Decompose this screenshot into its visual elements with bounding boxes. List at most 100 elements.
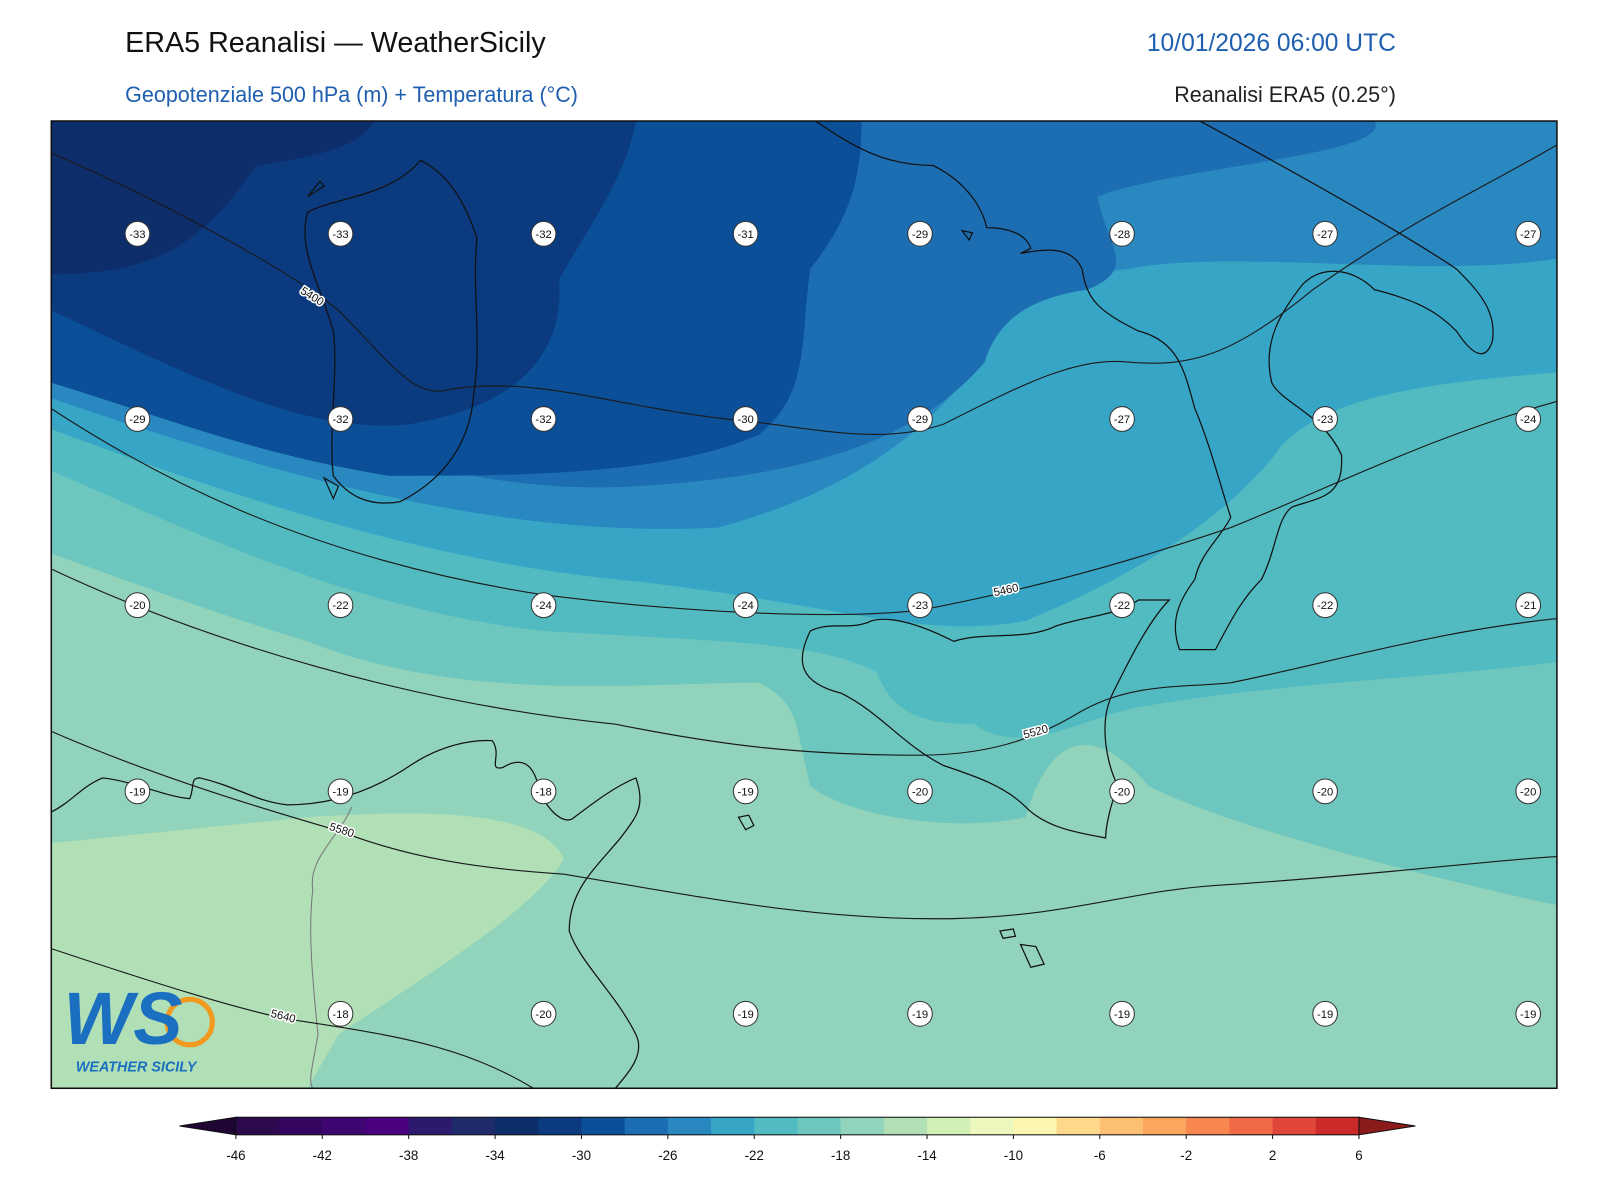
map-frame — [50, 120, 1558, 1090]
border — [310, 806, 353, 1089]
station-temp: -19 — [737, 1009, 753, 1021]
station-temp: -19 — [1114, 1009, 1130, 1021]
colorbar-segment — [840, 1117, 885, 1135]
colorbar-tick-label: -6 — [1094, 1148, 1106, 1163]
colorbar-tick-label: -10 — [1004, 1148, 1023, 1163]
station-marker — [732, 592, 759, 619]
colorbar-segment — [711, 1117, 755, 1135]
station-temp: -32 — [535, 229, 551, 241]
station-marker — [327, 778, 354, 805]
colorbar-segment — [1272, 1117, 1317, 1135]
station-marker — [1515, 220, 1542, 247]
station-marker — [124, 592, 151, 619]
colorbar-segment — [581, 1117, 626, 1135]
station-temp: -24 — [737, 600, 753, 612]
field-band — [51, 813, 565, 1089]
contour-line — [51, 144, 1557, 435]
colorbar-segment — [1315, 1117, 1360, 1135]
station-temp: -19 — [1317, 1009, 1333, 1021]
colorbar-segment — [1056, 1117, 1101, 1135]
station-marker — [907, 1000, 933, 1027]
colorbar: -46 -42 -38 -34 -30 -26 -22 -18 -14 -10 -6 -2 2 6 — [179, 1116, 1416, 1163]
station-temp: -24 — [535, 600, 551, 612]
station-marker — [732, 220, 759, 247]
coastline — [51, 739, 641, 1089]
station-marker — [907, 220, 933, 247]
colorbar-segment — [667, 1117, 712, 1135]
colorbar-segment — [538, 1117, 582, 1135]
colorbar-frame — [235, 1116, 1360, 1136]
colorbar-segment — [279, 1117, 323, 1135]
station-temp: -27 — [1317, 229, 1333, 241]
source: Reanalisi ERA5 (0.25°) — [1174, 82, 1396, 107]
coastline — [304, 159, 478, 504]
station-marker — [732, 778, 759, 805]
station-temp: -32 — [332, 414, 348, 426]
station-temp: -28 — [1114, 229, 1130, 241]
station-temp: -19 — [332, 786, 348, 798]
contour-line — [51, 400, 1557, 616]
colorbar-tick-label: -30 — [572, 1148, 591, 1163]
station-marker — [732, 1000, 759, 1027]
station-temp: -22 — [332, 600, 348, 612]
station-temp: -27 — [1114, 414, 1130, 426]
station-temp: -22 — [1317, 600, 1333, 612]
station-temp: -19 — [1520, 1009, 1536, 1021]
station-marker — [530, 406, 557, 432]
station-temp: -29 — [912, 229, 928, 241]
colorbar-segment — [883, 1117, 928, 1135]
station-marker — [124, 406, 151, 432]
contour-line — [51, 568, 1557, 756]
station-temp: -20 — [1520, 786, 1536, 798]
logo-text: WEATHER SICILY — [76, 1059, 198, 1075]
title: ERA5 Reanalisi — WeatherSicily — [125, 27, 546, 59]
colorbar-segment — [322, 1117, 366, 1135]
subtitle: Geopotenziale 500 hPa (m) + Temperatura … — [125, 82, 578, 107]
station-temp: -20 — [1317, 786, 1333, 798]
colorbar-tick-label: 6 — [1355, 1148, 1362, 1163]
colorbar-segment — [495, 1117, 539, 1135]
station-marker — [530, 220, 557, 247]
colorbar-extend — [1358, 1116, 1416, 1136]
colorbar-segment — [970, 1117, 1014, 1135]
station-marker — [1312, 220, 1338, 247]
station-marker — [1109, 778, 1135, 805]
station-temp: -19 — [912, 1009, 928, 1021]
coastline — [307, 180, 340, 501]
station-marker — [907, 592, 933, 619]
colorbar-segment — [1099, 1117, 1144, 1135]
station-marker — [530, 592, 557, 619]
station-temp: -18 — [332, 1009, 348, 1021]
coastlines — [51, 121, 1494, 1089]
station-temp: -23 — [912, 600, 928, 612]
colorbar-extend — [179, 1116, 237, 1136]
logo: WS WEATHER SICILY — [64, 977, 215, 1075]
station-temp: -19 — [737, 786, 753, 798]
colorbar-tick-label: 2 — [1269, 1148, 1276, 1163]
colorbar-segment — [451, 1117, 496, 1135]
colorbar-tick-label: -14 — [917, 1148, 937, 1163]
station-temp: -20 — [129, 600, 145, 612]
station-marker — [327, 406, 354, 432]
station-temp: -20 — [1114, 786, 1130, 798]
station-temp: -20 — [912, 786, 928, 798]
colorbar-segment — [1013, 1117, 1058, 1135]
colorbar-tick-label: -22 — [745, 1148, 764, 1163]
coastline — [737, 229, 1045, 968]
station-temp: -27 — [1520, 229, 1536, 241]
station-temp: -33 — [129, 229, 145, 241]
station-marker — [907, 406, 933, 432]
colorbar-segment — [235, 1117, 280, 1135]
colorbar-segment — [365, 1117, 410, 1135]
contour-line — [51, 730, 1557, 920]
station-temp: -29 — [912, 414, 928, 426]
station-temp: -21 — [1520, 600, 1536, 612]
colorbar-segment — [408, 1117, 453, 1135]
colorbar-segment — [1186, 1117, 1230, 1135]
station-marker — [1312, 778, 1338, 805]
station-marker — [327, 1000, 354, 1027]
station-marker — [1515, 592, 1542, 619]
colorbar-tick-label: -46 — [226, 1148, 245, 1163]
